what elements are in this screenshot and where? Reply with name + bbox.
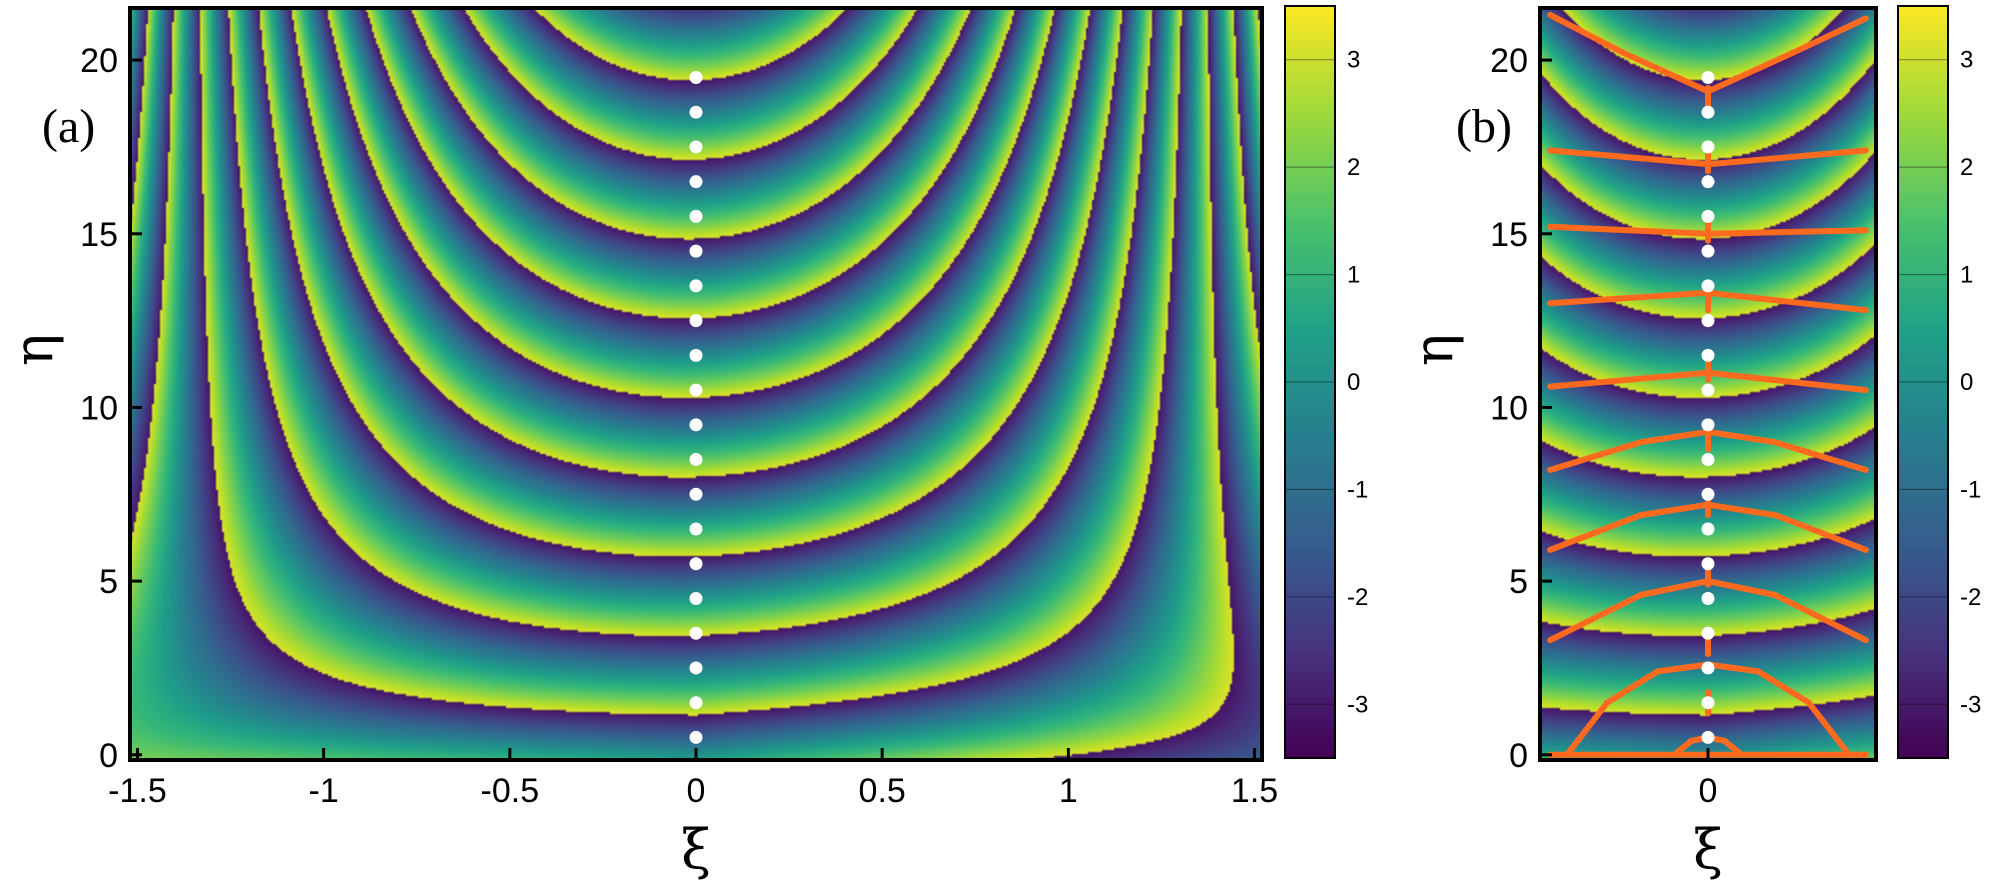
- vortex-marker-b-1: [1701, 696, 1715, 710]
- vortex-marker-b-10: [1701, 383, 1715, 397]
- vortex-marker-a-14: [689, 244, 703, 258]
- vortex-marker-b-13: [1701, 279, 1715, 293]
- colorbar-tick-label-a-1: -2: [1347, 584, 1368, 611]
- y-tick-label-b-4: 20: [1490, 42, 1528, 80]
- y-tick-label-b-1: 5: [1509, 563, 1528, 601]
- vortex-marker-a-15: [689, 209, 703, 223]
- colorbar-tick-label-b-4: 1: [1960, 262, 1973, 289]
- vortex-marker-a-4: [689, 591, 703, 605]
- colorbar-tick-label-a-2: -1: [1347, 476, 1368, 503]
- x-tick-label-a-4: 0.5: [859, 772, 906, 810]
- vortex-marker-b-3: [1701, 626, 1715, 640]
- vortex-marker-b-18: [1701, 105, 1715, 119]
- colorbar-tick-label-a-6: 3: [1347, 47, 1360, 74]
- y-tick-label-a-1: 5: [99, 563, 118, 601]
- vortex-marker-b-17: [1701, 140, 1715, 154]
- vortex-marker-a-19: [689, 70, 703, 84]
- colorbar-a: -3 -2 -1 0 1 2 3: [1284, 5, 1368, 759]
- x-tick-label-a-0: -1.5: [108, 772, 167, 810]
- vortex-marker-b-19: [1701, 70, 1715, 84]
- x-tick-label-a-6: 1.5: [1231, 772, 1278, 810]
- x-tick-label-a-2: -0.5: [481, 772, 540, 810]
- y-ticks-b: 0 5 10 15 20: [1490, 42, 1552, 775]
- vortex-marker-b-11: [1701, 348, 1715, 362]
- colorbar-ticks-b: -3 -2 -1 0 1 2 3: [1898, 47, 1981, 718]
- colorbar-b: -3 -2 -1 0 1 2 3: [1897, 5, 1981, 759]
- overlay-a: [689, 70, 703, 744]
- overlay-b: [1547, 11, 1869, 758]
- vortex-marker-b-6: [1701, 522, 1715, 536]
- vortex-marker-a-5: [689, 557, 703, 571]
- vortex-marker-b-7: [1701, 487, 1715, 501]
- vortex-marker-a-3: [689, 626, 703, 640]
- y-ticks-a: 0 5 10 15 20: [80, 42, 142, 775]
- vortex-marker-a-12: [689, 314, 703, 328]
- vortex-marker-b-9: [1701, 418, 1715, 432]
- x-ticks-a: -1.5 -1 -0.5 0 0.5 1 1.5: [108, 748, 1278, 810]
- vortex-marker-a-1: [689, 696, 703, 710]
- colorbar-tick-label-b-0: -3: [1960, 691, 1981, 718]
- y-tick-label-a-2: 10: [80, 389, 118, 427]
- y-tick-label-a-3: 15: [80, 216, 118, 254]
- vortex-marker-a-11: [689, 348, 703, 362]
- vortex-marker-b-14: [1701, 244, 1715, 258]
- x-tick-label-a-5: 1: [1059, 772, 1078, 810]
- y-axis-title-b: η: [1402, 334, 1465, 366]
- colorbar-tick-label-a-4: 1: [1347, 262, 1360, 289]
- vortex-marker-a-6: [689, 522, 703, 536]
- vortex-marker-a-13: [689, 279, 703, 293]
- vortex-marker-b-8: [1701, 453, 1715, 467]
- vortex-marker-a-10: [689, 383, 703, 397]
- y-tick-label-b-3: 15: [1490, 216, 1528, 254]
- panel-label-a: (a): [42, 100, 95, 153]
- vortex-marker-a-0: [689, 730, 703, 744]
- vortex-marker-b-5: [1701, 557, 1715, 571]
- vortex-marker-b-4: [1701, 591, 1715, 605]
- x-axis-title-b: ξ: [1693, 818, 1723, 881]
- colorbar-tick-label-b-2: -1: [1960, 476, 1981, 503]
- y-axis-title-a: η: [2, 334, 65, 366]
- colorbar-ticks-a: -3 -2 -1 0 1 2 3: [1285, 47, 1368, 718]
- panel-label-b: (b): [1456, 100, 1512, 153]
- vortex-marker-a-17: [689, 140, 703, 154]
- y-tick-label-b-2: 10: [1490, 389, 1528, 427]
- colorbar-tick-label-a-0: -3: [1347, 691, 1368, 718]
- vortex-marker-b-0: [1701, 730, 1715, 744]
- vortex-marker-b-15: [1701, 209, 1715, 223]
- panel-b: 0 0 5 10 15 20 (b) ξ η -3 -2 -1 0 1 2 3: [1402, 5, 1981, 881]
- vortex-marker-a-9: [689, 418, 703, 432]
- vortex-marker-b-16: [1701, 175, 1715, 189]
- x-axis-title-a: ξ: [681, 818, 711, 881]
- vortex-marker-a-7: [689, 487, 703, 501]
- vortex-marker-b-2: [1701, 661, 1715, 675]
- vortex-marker-a-2: [689, 661, 703, 675]
- colorbar-tick-label-b-3: 0: [1960, 369, 1973, 396]
- colorbar-gradient-a: [1284, 5, 1336, 759]
- y-tick-label-a-0: 0: [99, 737, 118, 775]
- colorbar-tick-label-a-5: 2: [1347, 154, 1360, 181]
- colorbar-tick-label-b-6: 3: [1960, 47, 1973, 74]
- vortex-marker-a-18: [689, 105, 703, 119]
- x-ticks-b: 0: [1699, 748, 1718, 810]
- colorbar-tick-label-b-5: 2: [1960, 154, 1973, 181]
- colorbar-tick-label-b-1: -2: [1960, 584, 1981, 611]
- colorbar-tick-label-a-3: 0: [1347, 369, 1360, 396]
- y-tick-label-b-0: 0: [1509, 737, 1528, 775]
- y-tick-label-a-4: 20: [80, 42, 118, 80]
- vortex-marker-a-16: [689, 175, 703, 189]
- x-tick-label-a-3: 0: [687, 772, 706, 810]
- colorbar-gradient-b: [1897, 5, 1949, 759]
- x-tick-label-b-0: 0: [1699, 772, 1718, 810]
- x-tick-label-a-1: -1: [309, 772, 339, 810]
- vortex-marker-a-8: [689, 453, 703, 467]
- vortex-marker-b-12: [1701, 314, 1715, 328]
